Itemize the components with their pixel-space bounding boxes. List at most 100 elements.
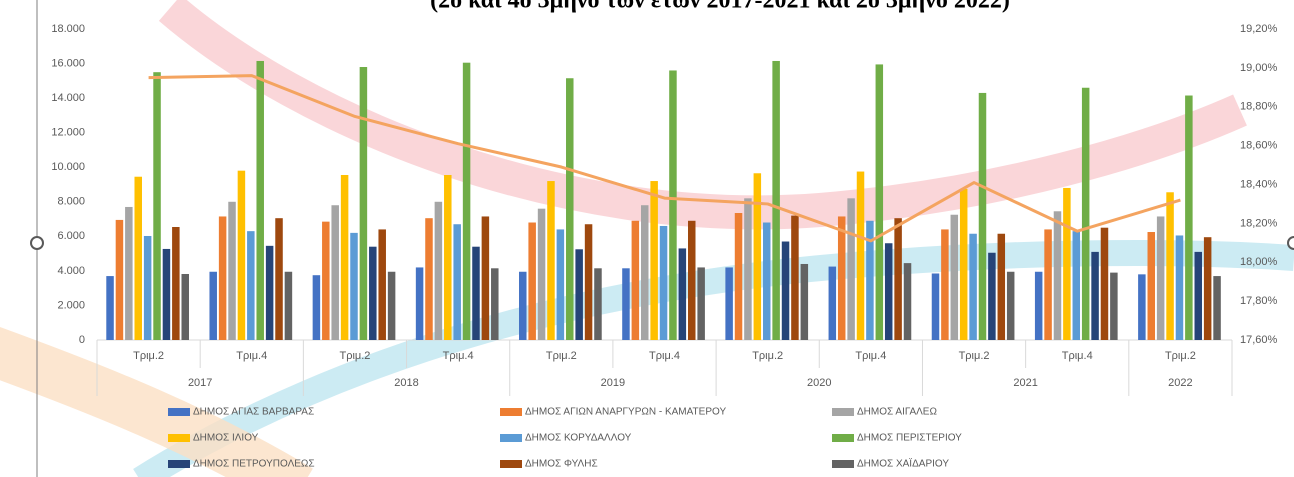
bar: [444, 174, 452, 340]
bar: [537, 208, 546, 340]
bar: [284, 271, 293, 340]
bar: [875, 64, 884, 341]
bar: [594, 268, 602, 340]
bar: [903, 263, 912, 340]
bar: [828, 266, 837, 340]
bar: [237, 170, 246, 340]
bar: [218, 216, 227, 340]
x-tick-label: Τριμ.2: [752, 350, 783, 362]
bar: [744, 198, 752, 340]
bar: [931, 273, 940, 340]
x-tick-label: Τριμ.4: [443, 350, 474, 362]
bar: [143, 235, 152, 340]
x-group-label: 2020: [807, 377, 831, 389]
x-group-label: 2017: [188, 377, 212, 389]
bar: [434, 201, 443, 340]
legend-swatch: [500, 434, 522, 442]
y2-tick-label: 17,80%: [1240, 295, 1278, 307]
legend-label: ΔΗΜΟΣ ΑΓΙΩΝ ΑΝΑΡΓΥΡΩΝ - ΚΑΜΑΤΕΡΟΥ: [525, 407, 726, 418]
x-tick-label: Τριμ.2: [339, 350, 370, 362]
bar: [678, 248, 687, 340]
y2-tick-label: 18,00%: [1240, 256, 1278, 268]
bar: [481, 216, 490, 340]
x-tick-label: Τριμ.4: [855, 350, 886, 362]
bar: [800, 263, 809, 340]
decor-swoosh: [158, 0, 1247, 230]
bar: [415, 267, 424, 340]
bar: [359, 67, 368, 340]
bar: [772, 60, 780, 340]
bar: [781, 241, 790, 340]
x-tick-label: Τριμ.2: [546, 350, 577, 362]
bar: [1081, 87, 1090, 340]
y2-tick-label: 18,80%: [1240, 101, 1278, 113]
bar: [1053, 211, 1062, 340]
x-tick-label: Τριμ.4: [649, 350, 680, 362]
bar: [547, 181, 555, 340]
legend-swatch: [832, 434, 854, 442]
legend-swatch: [168, 460, 190, 468]
bar: [125, 206, 133, 340]
bar: [228, 201, 236, 340]
bar: [762, 222, 771, 340]
bar: [791, 215, 799, 340]
x-tick-label: Τριμ.2: [959, 350, 990, 362]
x-group-label: 2022: [1168, 377, 1192, 389]
bar: [1213, 276, 1221, 340]
y-tick-label: 10.000: [51, 161, 85, 173]
x-tick-label: Τριμ.4: [236, 350, 267, 362]
bar: [856, 171, 865, 340]
bar: [350, 232, 358, 340]
y-tick-label: 8.000: [57, 196, 85, 208]
bar: [622, 268, 630, 340]
bar: [378, 229, 386, 340]
bar: [340, 174, 349, 340]
bar: [894, 218, 902, 340]
x-tick-label: Τριμ.4: [1062, 350, 1093, 362]
bar: [1185, 95, 1193, 341]
bar: [697, 267, 705, 340]
bar: [153, 72, 161, 340]
x-group-label: 2021: [1013, 377, 1037, 389]
legend-swatch: [832, 408, 854, 416]
y2-tick-label: 18,20%: [1240, 217, 1278, 229]
bar: [688, 220, 696, 340]
legend-swatch: [168, 434, 190, 442]
x-tick-label: Τριμ.2: [133, 350, 164, 362]
x-group-label: 2019: [601, 377, 625, 389]
y2-tick-label: 19,20%: [1240, 23, 1278, 35]
bar: [1100, 227, 1109, 340]
bar: [181, 273, 189, 340]
y-tick-label: 4.000: [57, 265, 85, 277]
bar: [847, 198, 855, 340]
resize-handle[interactable]: [30, 236, 44, 250]
resize-handle[interactable]: [1287, 236, 1294, 250]
bar: [575, 249, 583, 340]
bar: [669, 70, 677, 340]
y2-tick-label: 18,40%: [1240, 178, 1278, 190]
bar: [162, 248, 171, 340]
bar: [950, 214, 959, 340]
bar: [322, 221, 330, 340]
bar: [734, 213, 743, 340]
bar: [997, 233, 1006, 340]
line-series: [148, 74, 1181, 243]
legend-swatch: [500, 460, 522, 468]
legend-swatch: [500, 408, 522, 416]
bar: [519, 271, 527, 340]
bar: [1175, 235, 1184, 340]
bar: [941, 229, 949, 340]
bar: [584, 224, 593, 340]
y2-tick-label: 19,00%: [1240, 62, 1278, 74]
bar: [641, 205, 649, 340]
bar: [1091, 251, 1099, 340]
bar: [453, 224, 461, 340]
legend-label: ΔΗΜΟΣ ΠΕΡΙΣΤΕΡΙΟΥ: [857, 433, 962, 444]
bar: [988, 252, 996, 340]
bar: [462, 62, 471, 341]
bar: [369, 246, 377, 340]
bar: [1147, 232, 1156, 340]
y-tick-label: 18.000: [51, 23, 85, 35]
x-tick-label: Τριμ.2: [1165, 350, 1196, 362]
bar: [265, 245, 274, 340]
